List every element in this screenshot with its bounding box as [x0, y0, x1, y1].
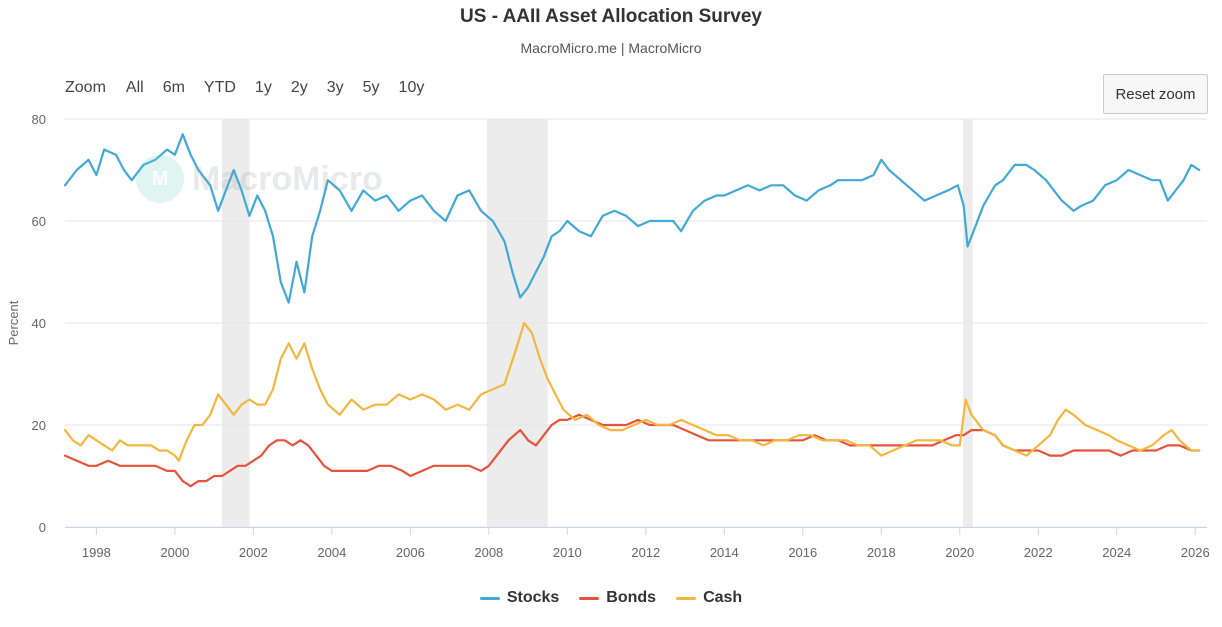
x-tick-label-2000: 2000: [160, 545, 189, 560]
zoom-3y-button[interactable]: 3y: [326, 79, 344, 96]
y-tick-label-60: 60: [32, 214, 46, 229]
x-tick-label-2018: 2018: [867, 545, 896, 560]
chart-legend: Stocks Bonds Cash: [0, 589, 1222, 607]
legend-swatch-bonds: [579, 596, 600, 600]
y-axis-title: Percent: [6, 300, 21, 345]
zoom-all-button[interactable]: All: [125, 79, 144, 96]
chart-title: US - AAII Asset Allocation Survey: [460, 6, 762, 27]
legend-label-stocks: Stocks: [506, 589, 560, 606]
reset-zoom-button[interactable]: Reset zoom: [1103, 74, 1208, 114]
y-tick-label-40: 40: [32, 316, 46, 331]
zoom-ytd-button[interactable]: YTD: [203, 79, 236, 96]
legend-item-cash[interactable]: Cash: [676, 589, 742, 607]
zoom-2y-button[interactable]: 2y: [290, 79, 308, 96]
x-tick-label-2002: 2002: [239, 545, 268, 560]
x-tick-label-2026: 2026: [1181, 545, 1210, 560]
legend-swatch-cash: [676, 596, 697, 600]
x-tick-label-2012: 2012: [631, 545, 660, 560]
series-line-stocks[interactable]: [63, 133, 1201, 304]
zoom-10y-button[interactable]: 10y: [398, 79, 425, 96]
x-tick-label-2020: 2020: [945, 545, 974, 560]
x-tick-label-1998: 1998: [82, 545, 111, 560]
x-tick-label-2004: 2004: [317, 545, 346, 560]
legend-label-bonds: Bonds: [606, 589, 657, 606]
legend-label-cash: Cash: [703, 589, 743, 606]
x-tick-label-2006: 2006: [396, 545, 425, 560]
y-tick-label-20: 20: [32, 418, 46, 433]
series-line-cash[interactable]: [63, 321, 1201, 462]
x-tick-label-2016: 2016: [788, 545, 817, 560]
x-tick-label-2008: 2008: [474, 545, 503, 560]
legend-swatch-stocks: [479, 596, 500, 600]
x-tick-label-2022: 2022: [1024, 545, 1053, 560]
zoom-6m-button[interactable]: 6m: [162, 79, 185, 96]
x-tick-label-2014: 2014: [710, 545, 739, 560]
zoom-5y-button[interactable]: 5y: [362, 79, 380, 96]
zoom-toolbar: Zoom All 6m YTD 1y 2y 3y 5y 10y: [65, 79, 443, 97]
zoom-1y-button[interactable]: 1y: [254, 79, 272, 96]
y-tick-label-0: 0: [39, 520, 46, 535]
legend-item-stocks[interactable]: Stocks: [479, 589, 560, 607]
chart-subtitle: MacroMicro.me | MacroMicro: [520, 40, 702, 56]
zoom-label: Zoom: [65, 79, 106, 96]
y-tick-label-80: 80: [32, 112, 46, 127]
x-tick-label-2010: 2010: [553, 545, 582, 560]
legend-item-bonds[interactable]: Bonds: [579, 589, 656, 607]
x-tick-label-2024: 2024: [1102, 545, 1131, 560]
